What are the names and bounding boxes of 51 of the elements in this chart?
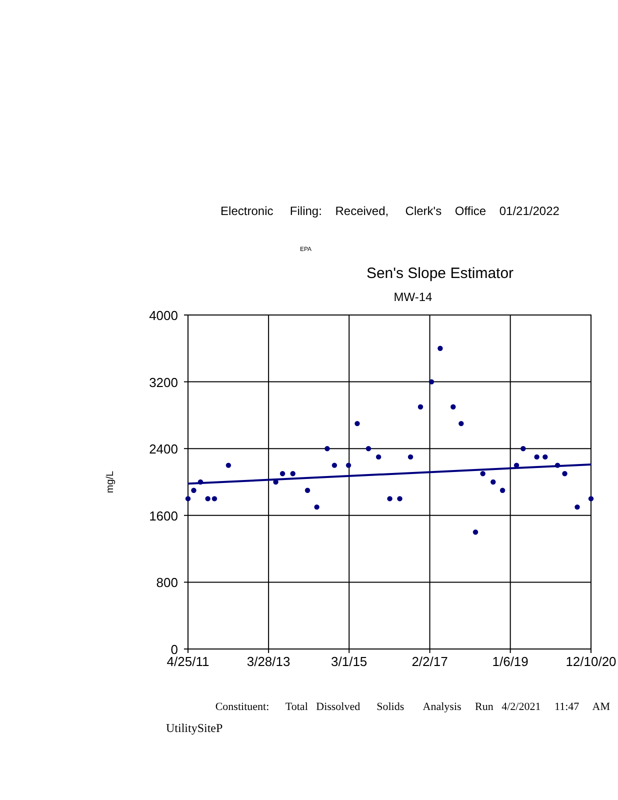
point — [346, 462, 352, 468]
point — [418, 404, 424, 410]
point — [438, 346, 443, 351]
y-tick-label: 3200 — [149, 374, 178, 390]
point — [226, 462, 232, 468]
point — [212, 496, 218, 502]
x-tick-label: 1/6/19 — [492, 654, 528, 669]
x-tick-label: 12/10/20 — [566, 654, 616, 669]
text: UtilitySiteP — [166, 721, 224, 735]
text: Electronic Filing: Received, Clerk's Office 01/21/2022 — [220, 204, 560, 218]
x-tick-label: 3/1/15 — [331, 654, 368, 669]
point — [314, 504, 320, 510]
point — [387, 496, 392, 502]
point — [324, 446, 330, 452]
point — [500, 488, 506, 493]
point — [366, 446, 372, 452]
point — [490, 479, 496, 485]
x-tick-label: 3/28/13 — [246, 654, 290, 669]
point — [520, 446, 526, 452]
point — [428, 379, 434, 384]
point — [304, 488, 310, 493]
point — [450, 404, 456, 410]
point — [185, 496, 191, 502]
point — [458, 420, 464, 426]
y-tick-label: 4000 — [149, 308, 178, 323]
y-tick-label: 1600 — [149, 508, 178, 524]
point — [574, 504, 580, 510]
point — [472, 530, 478, 535]
point — [534, 454, 540, 460]
point — [562, 471, 568, 476]
point — [191, 488, 196, 493]
x-tick-label: 2/2/17 — [412, 654, 448, 669]
y-tick-label: 800 — [156, 575, 178, 590]
chart-title: Sen's Slope Estimator — [366, 265, 514, 282]
y-tick-label: 2400 — [149, 442, 178, 457]
point — [408, 454, 414, 460]
point — [280, 471, 286, 476]
x-tick-label: 4/25/11 — [166, 654, 210, 669]
point — [354, 420, 360, 426]
point — [290, 471, 296, 476]
chart-subtitle: MW-14 — [394, 290, 433, 304]
point — [376, 454, 382, 460]
point — [588, 496, 594, 502]
point — [542, 454, 548, 460]
point — [397, 496, 402, 502]
point — [205, 496, 210, 502]
point — [480, 471, 486, 476]
point — [332, 462, 338, 468]
y-tick-label: 0 — [170, 642, 178, 657]
text: Constituent: Total Dissolved Solids Analysis Run 4/2/2021 11:47 AM — [215, 701, 610, 713]
y-axis-title: mg/L — [105, 470, 116, 494]
